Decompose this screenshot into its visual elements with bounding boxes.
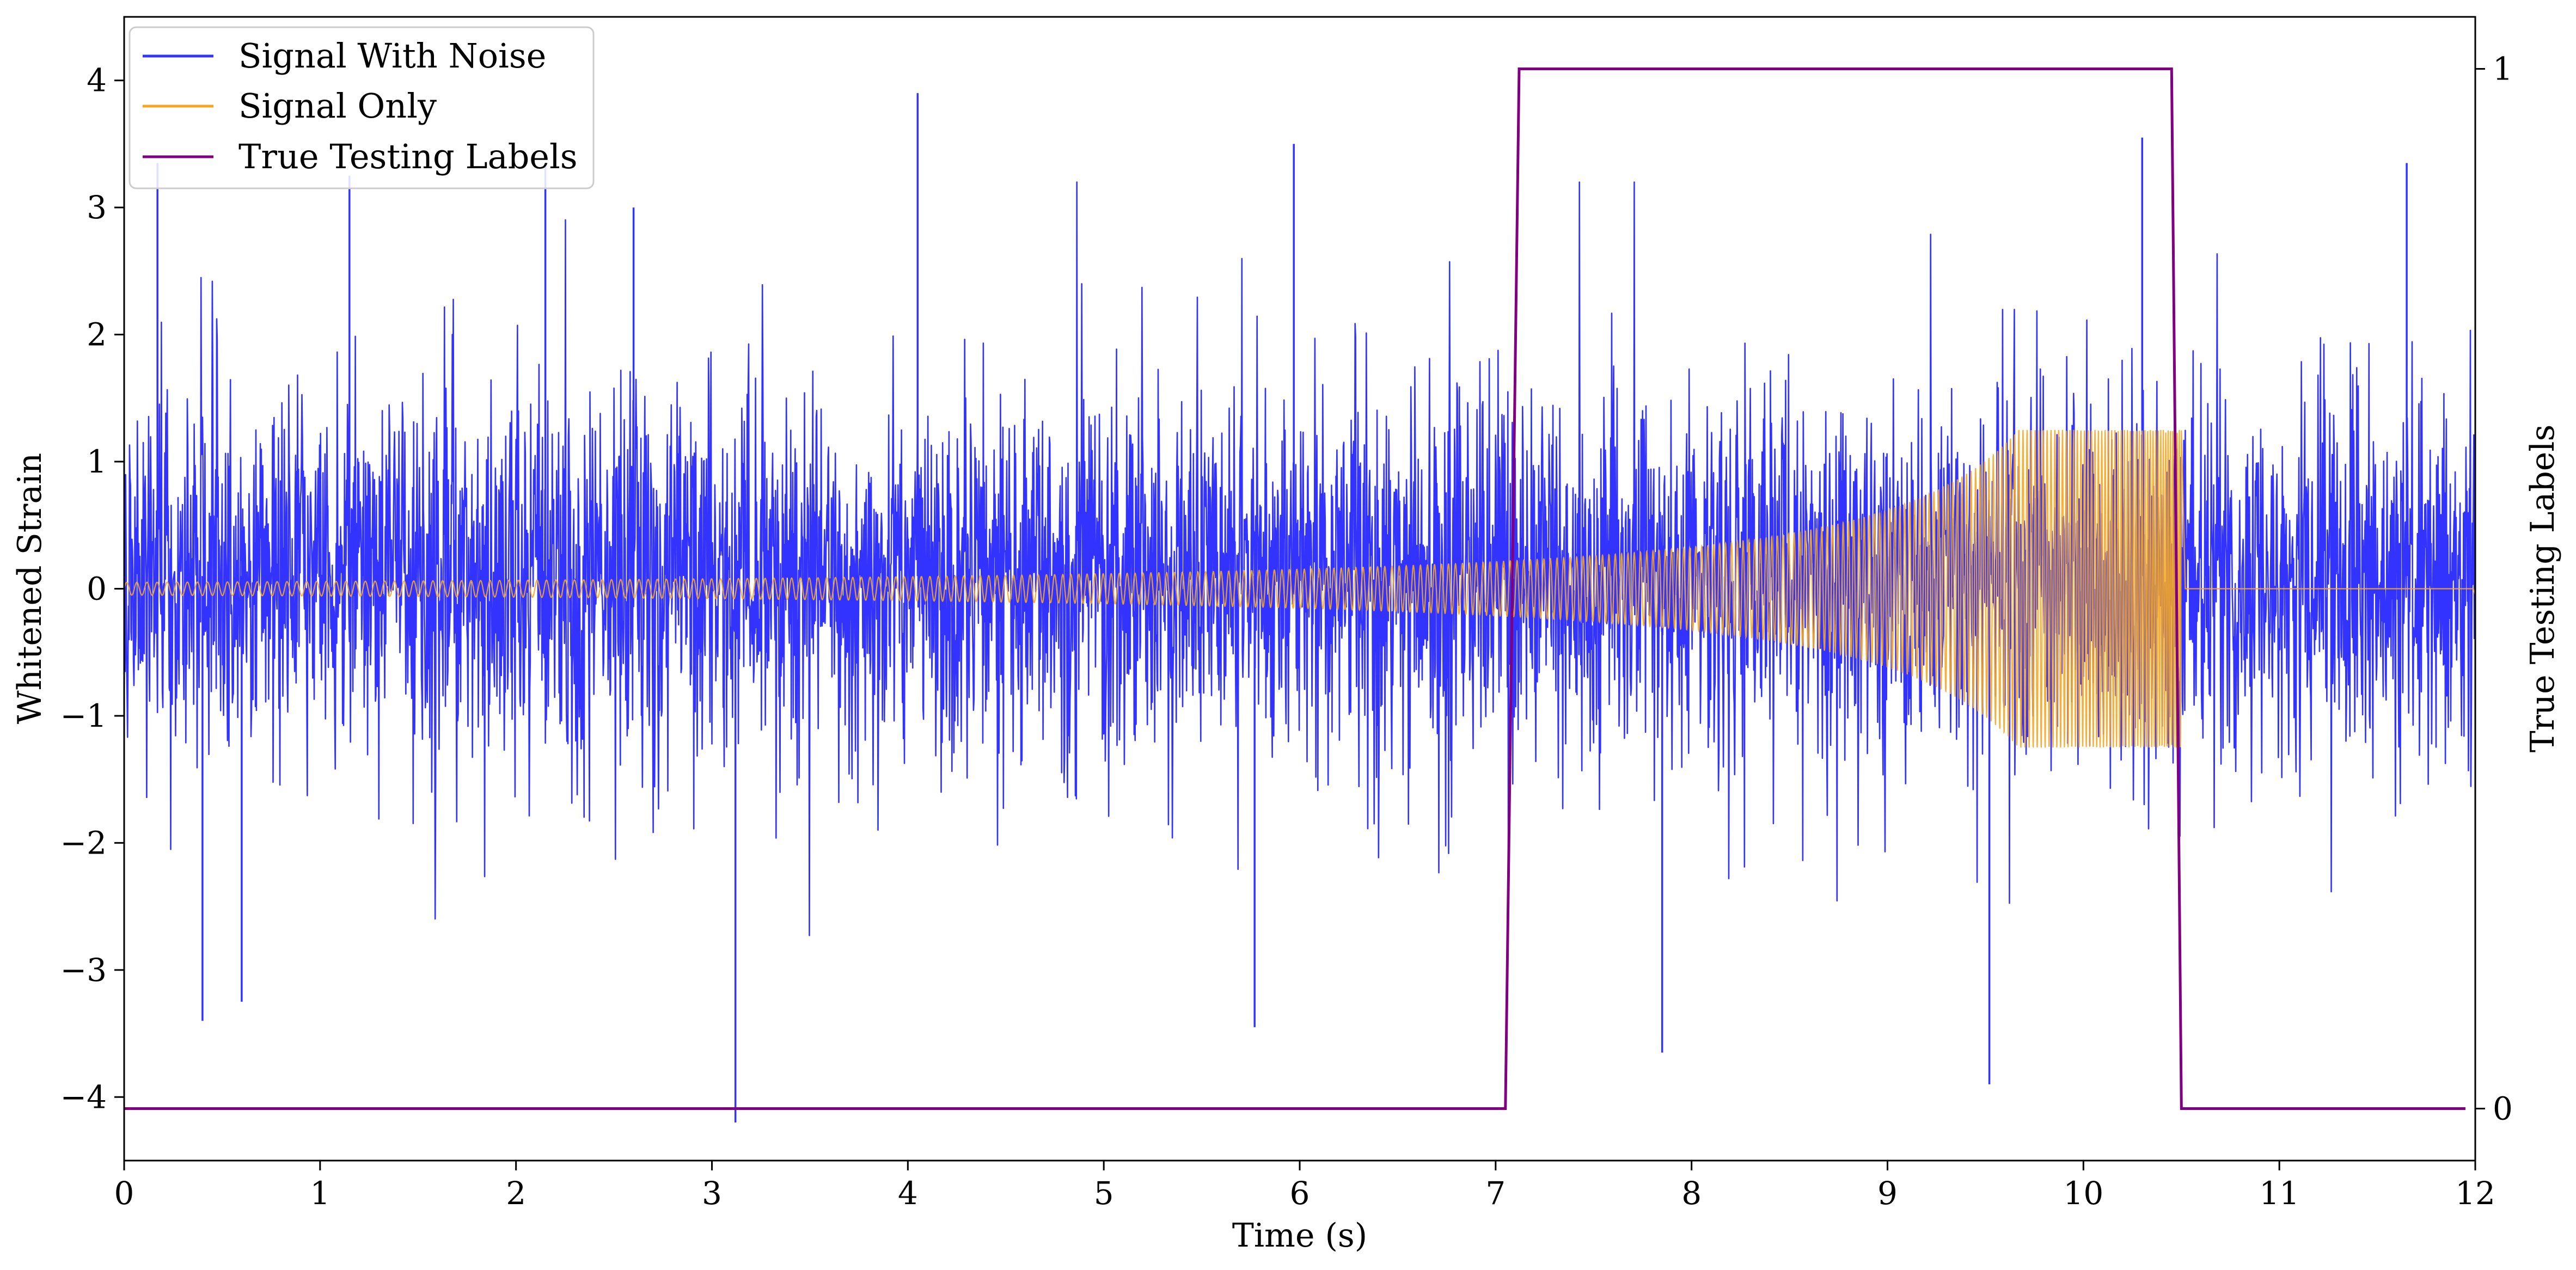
x-tick-label-9: 9 (1877, 1175, 1898, 1212)
y-axis-right: 01 (2475, 51, 2513, 1127)
y-tick-label-3: 3 (87, 189, 107, 226)
x-tick-label-1: 1 (310, 1175, 330, 1212)
y-tick-label-1: 1 (87, 443, 107, 480)
y2-tick-label-1: 1 (2493, 51, 2513, 88)
series-signal-with-noise (124, 93, 2475, 1122)
legend-label-signal-with-noise: Signal With Noise (238, 36, 546, 76)
true-testing-labels-line (124, 68, 2465, 1110)
series-signal-only (124, 430, 2475, 748)
x-tick-label-7: 7 (1485, 1175, 1506, 1212)
x-tick-label-11: 11 (2259, 1175, 2299, 1212)
y-tick-label--4: −4 (60, 1078, 107, 1115)
y-tick-label--1: −1 (60, 697, 107, 734)
x-tick-label-10: 10 (2063, 1175, 2103, 1212)
x-tick-label-0: 0 (114, 1175, 134, 1212)
x-tick-label-12: 12 (2455, 1175, 2495, 1212)
legend-label-signal-only: Signal Only (238, 86, 437, 126)
legend: Signal With Noise Signal Only True Testi… (129, 26, 595, 189)
plot-area (124, 68, 2475, 1122)
signal-only-line (124, 430, 2475, 748)
series-true-testing-labels (124, 68, 2465, 1110)
y2-axis-label: True Testing Labels (2524, 425, 2562, 753)
legend-box (129, 26, 595, 189)
x-tick-label-3: 3 (702, 1175, 722, 1212)
y-axis-label: Whitened Strain (11, 453, 49, 724)
y-tick-label-2: 2 (87, 316, 107, 353)
y-tick-label--3: −3 (60, 952, 107, 989)
x-axis: 0 1 2 3 4 5 6 7 8 9 10 11 12 (114, 1161, 2495, 1212)
x-tick-label-5: 5 (1094, 1175, 1114, 1212)
x-tick-label-4: 4 (898, 1175, 918, 1212)
legend-label-true-testing-labels: True Testing Labels (238, 137, 578, 176)
y-tick-label-4: 4 (87, 62, 107, 99)
y-tick-label-0: 0 (87, 570, 107, 608)
x-axis-label: Time (s) (1232, 1217, 1367, 1255)
y2-tick-label-0: 0 (2493, 1090, 2513, 1127)
y-tick-label--2: −2 (60, 824, 107, 861)
x-tick-label-2: 2 (506, 1175, 526, 1212)
x-tick-label-8: 8 (1681, 1175, 1702, 1212)
y-axis-left: −4 −3 −2 −1 0 1 2 3 4 (60, 62, 124, 1115)
x-tick-label-6: 6 (1290, 1175, 1310, 1212)
